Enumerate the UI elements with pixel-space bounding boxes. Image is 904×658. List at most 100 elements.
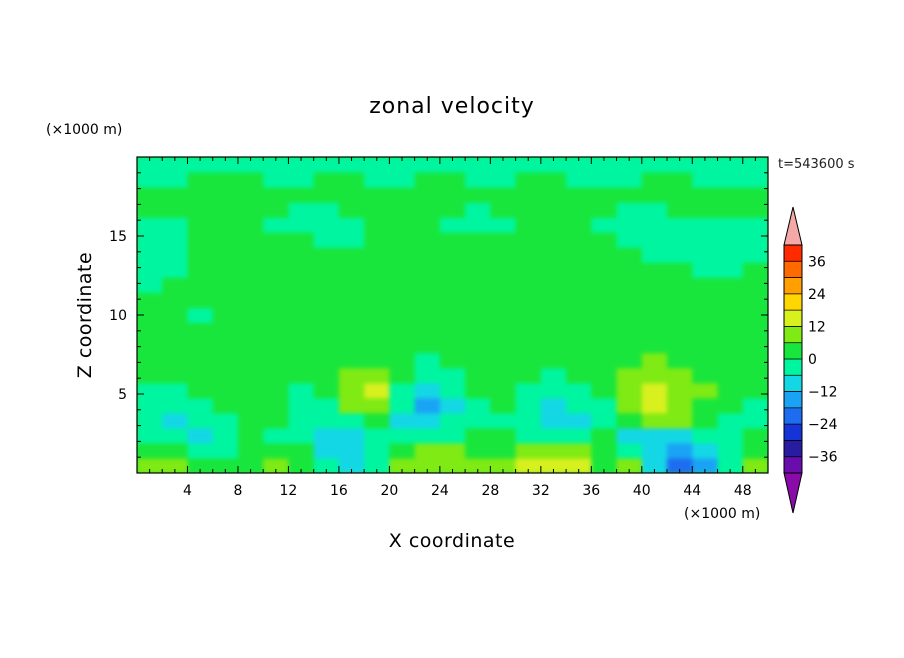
field-cell [439, 322, 466, 339]
field-cell [137, 397, 163, 414]
field-cell [288, 262, 315, 278]
field-cell [540, 217, 567, 233]
field-cell [389, 247, 416, 263]
y-unit-label: (×1000 m) [46, 122, 122, 138]
y-tick-label: 15 [109, 229, 127, 245]
field-cell [414, 247, 441, 263]
field-cell [717, 412, 744, 429]
field-cell [137, 172, 163, 188]
field-cell [237, 217, 264, 233]
x-tick-label: 24 [431, 483, 449, 499]
field-cell [641, 442, 668, 459]
colorbar-band [784, 293, 802, 311]
field-cell [591, 202, 618, 218]
field-cell [313, 337, 340, 354]
field-cell [338, 442, 365, 459]
field-cell [566, 232, 592, 248]
field-cell [616, 262, 643, 278]
field-cell [313, 352, 340, 369]
field-cell [742, 322, 768, 339]
field-cell [591, 427, 618, 444]
field-cell [389, 337, 416, 354]
field-cell [237, 397, 264, 414]
field-cell [338, 187, 365, 203]
field-cell [540, 367, 567, 384]
field-cell [566, 442, 592, 459]
field-cell [616, 217, 643, 233]
field-cell [313, 322, 340, 339]
field-cell [389, 352, 416, 369]
field-cell [591, 322, 618, 339]
field-cell [515, 442, 542, 459]
field-cell [364, 307, 390, 324]
field-cell [692, 187, 719, 203]
field-cell [717, 397, 744, 414]
colorbar-tick-label: −36 [808, 450, 838, 466]
field-cell [641, 322, 668, 339]
field-cell [237, 157, 264, 173]
field-cell [414, 352, 441, 369]
field-cell [338, 427, 365, 444]
field-cell [540, 277, 567, 294]
field-cell [263, 352, 290, 369]
field-cell [692, 412, 719, 429]
field-cell [717, 337, 744, 354]
field-cell [439, 352, 466, 369]
field-cell [338, 247, 365, 263]
x-tick-label: 44 [683, 483, 701, 499]
field-cell [313, 232, 340, 248]
field-cell [338, 202, 365, 218]
field-cell [515, 352, 542, 369]
field-cell [692, 157, 719, 173]
x-tick-label: 32 [532, 483, 550, 499]
field-cell [490, 232, 517, 248]
field-cell [364, 157, 390, 173]
field-cell [137, 337, 163, 354]
field-cell [717, 187, 744, 203]
field-cell [540, 427, 567, 444]
field-cell [364, 247, 390, 263]
field-cell [439, 397, 466, 414]
field-cell [667, 172, 693, 188]
field-cell [742, 427, 768, 444]
field-cell [162, 187, 189, 203]
field-cell [137, 307, 163, 324]
field-cell [187, 382, 214, 399]
colorbar-tick-label: 12 [808, 319, 826, 335]
field-cell [717, 367, 744, 384]
field-cell [616, 172, 643, 188]
y-tick-label: 5 [118, 387, 127, 403]
field-cell [465, 367, 491, 384]
field-cell [591, 457, 618, 473]
field-cell [490, 262, 517, 278]
field-cell [717, 202, 744, 218]
field-cell [566, 412, 592, 429]
field-cell [566, 277, 592, 294]
field-cell [288, 217, 315, 233]
field-cell [591, 412, 618, 429]
field-cell [742, 337, 768, 354]
field-cell [692, 427, 719, 444]
field-cell [641, 202, 668, 218]
field-cell [667, 427, 693, 444]
field-cell [414, 337, 441, 354]
field-cell [263, 307, 290, 324]
field-cell [162, 337, 189, 354]
field-cell [490, 322, 517, 339]
field-cell [162, 292, 189, 309]
field-cell [338, 457, 365, 473]
field-cell [465, 232, 491, 248]
field-cell [212, 262, 239, 278]
field-cell [389, 232, 416, 248]
field-cell [137, 232, 163, 248]
field-cell [288, 382, 315, 399]
colorbar-band [784, 326, 802, 344]
field-cell [591, 292, 618, 309]
field-cell [465, 442, 491, 459]
field-cell [692, 277, 719, 294]
field-cell [616, 322, 643, 339]
field-cell [717, 292, 744, 309]
field-cell [414, 322, 441, 339]
field-cell [187, 157, 214, 173]
colorbar-band [784, 310, 802, 327]
